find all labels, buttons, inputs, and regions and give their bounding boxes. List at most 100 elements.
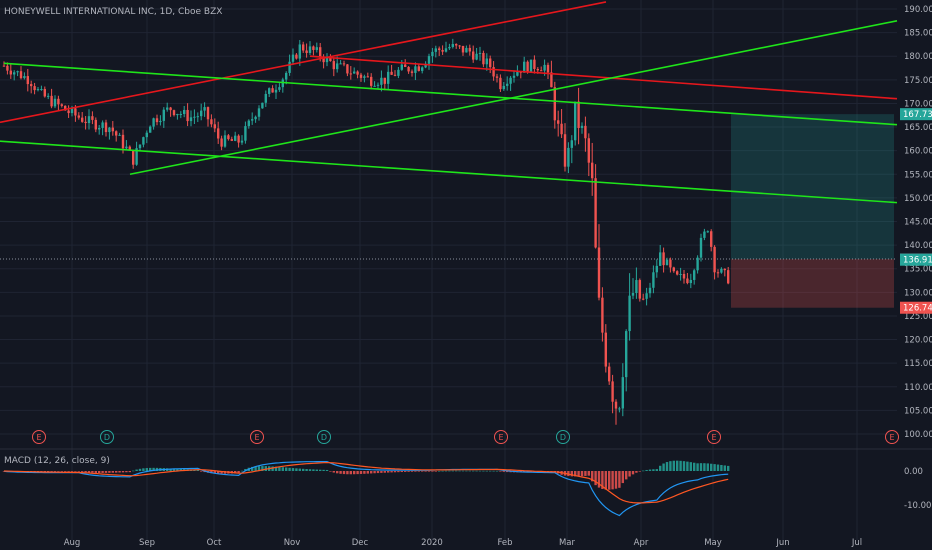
macd-histogram-bar: [254, 466, 257, 471]
macd-histogram-bar: [278, 466, 281, 471]
candle-body: [383, 77, 386, 84]
candle-body: [407, 66, 410, 72]
candle-body: [686, 278, 689, 284]
candle-body: [9, 70, 12, 75]
macd-histogram-bar: [417, 471, 420, 472]
macd-histogram-bar: [142, 468, 145, 471]
candle-body: [509, 77, 512, 84]
price-tick-label: 165.00: [904, 123, 932, 133]
candle-body: [676, 271, 679, 275]
event-marker: [494, 430, 508, 444]
macd-histogram-bar: [404, 471, 407, 472]
candle-body: [689, 279, 692, 284]
candle-body: [546, 64, 550, 73]
candle-body: [502, 85, 505, 90]
time-tick-label: Apr: [634, 538, 649, 548]
price-tick-label: 150.00: [904, 194, 932, 204]
candle-body: [356, 71, 359, 75]
macd-histogram-bar: [43, 471, 46, 472]
candle-body: [628, 295, 631, 332]
macd-histogram-bar: [40, 471, 43, 472]
red-channel-upper: [0, 1, 607, 124]
macd-histogram-bar: [359, 471, 363, 474]
price-tick-label: 185.00: [904, 29, 932, 39]
price-tick-label: 140.00: [904, 241, 932, 251]
macd-histogram-bar: [380, 471, 383, 473]
candle-body: [135, 148, 138, 165]
macd-histogram-bar: [574, 471, 577, 477]
macd-histogram-bar: [366, 471, 369, 474]
macd-histogram-bar: [451, 470, 454, 472]
trendlines: [0, 1, 898, 204]
macd-histogram-bar: [200, 471, 203, 472]
macd-histogram-bar: [387, 471, 390, 473]
macd-histogram-bar: [336, 471, 339, 474]
macd-histogram-bar: [625, 471, 628, 480]
candle-body: [200, 110, 203, 117]
macd-histogram-bar: [693, 462, 696, 471]
candle-body: [152, 118, 155, 127]
candle-body: [720, 268, 723, 273]
candle-body: [587, 138, 590, 163]
macd-histogram-bar: [577, 471, 580, 477]
macd-histogram-bar: [468, 470, 471, 472]
macd-histogram-bar: [67, 471, 70, 472]
candle-body: [227, 135, 230, 140]
price-badge-label: 167.73: [903, 110, 932, 120]
candle-body: [19, 71, 23, 79]
macd-histogram-bar: [597, 471, 601, 488]
candle-body: [485, 58, 488, 65]
macd-histogram-bar: [118, 471, 121, 473]
macd-histogram-bar: [706, 463, 709, 471]
macd-histogram-bar: [499, 471, 502, 472]
candle-body: [543, 64, 546, 71]
macd-histogram-bar: [489, 470, 492, 472]
macd-histogram-bar: [356, 471, 359, 475]
candle-body: [210, 119, 213, 125]
event-marker: [556, 430, 570, 444]
macd-histogram-bar: [648, 469, 652, 471]
candle-body: [183, 109, 186, 114]
macd-histogram-bar: [302, 468, 305, 471]
time-tick-label: May: [704, 538, 722, 548]
green-rising-line: [129, 20, 898, 176]
candle-body: [567, 147, 570, 167]
macd-histogram-bar: [635, 471, 638, 473]
macd-histogram-bar: [638, 471, 641, 472]
candle-body: [648, 287, 652, 294]
macd-histogram-bar: [373, 471, 376, 474]
candle-body: [186, 109, 189, 122]
macd-histogram-bar: [325, 469, 329, 471]
candle-body: [142, 137, 145, 145]
candle-body: [149, 126, 152, 133]
candle-body: [597, 247, 601, 298]
macd-histogram-bar: [716, 464, 720, 471]
macd-histogram-bar: [434, 471, 437, 472]
candle-body: [455, 44, 458, 46]
macd-histogram-bar: [614, 471, 618, 489]
candle-body: [230, 139, 233, 141]
time-axis: Aug Sep Oct Nov Dec 2020 Feb Mar Apr May Jun Jul: [64, 538, 862, 548]
candle-body: [404, 64, 407, 67]
price-tick-label: 135.00: [904, 265, 932, 275]
macd-histogram-bar: [580, 471, 584, 477]
candle-body: [329, 57, 332, 62]
candle-body: [710, 231, 713, 247]
candle-body: [438, 48, 441, 51]
macd-histogram-bar: [295, 468, 298, 471]
price-badge: [900, 108, 932, 121]
macd-histogram-bar: [669, 461, 672, 471]
candles: [2, 38, 730, 425]
macd-histogram-bar: [475, 470, 478, 472]
macd-histogram-bar: [349, 471, 352, 475]
candle-body: [417, 66, 420, 71]
macd-histogram-bar: [686, 461, 689, 471]
candle-body: [550, 72, 553, 88]
macd-histogram-bar: [77, 471, 80, 472]
candle-body: [716, 272, 720, 274]
macd-histogram-bar: [111, 471, 114, 473]
candle-body: [60, 104, 63, 106]
candle-body: [312, 46, 315, 50]
macd-histogram-bar: [339, 471, 342, 474]
time-tick-label: 2020: [421, 538, 443, 548]
